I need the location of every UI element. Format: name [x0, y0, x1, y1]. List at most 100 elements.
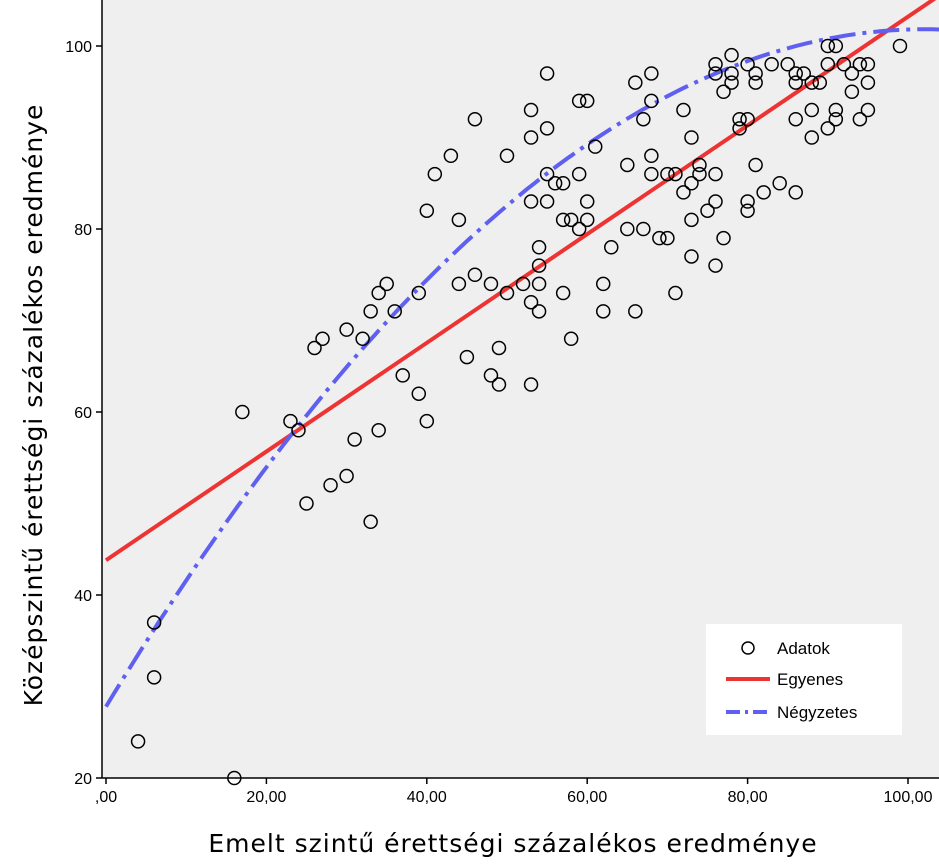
data-point	[748, 75, 763, 90]
data-point	[860, 57, 876, 72]
data-point	[620, 157, 635, 173]
data-point	[764, 57, 779, 72]
y-tick-label: 40	[74, 588, 92, 605]
data-point	[772, 176, 787, 191]
data-point	[724, 75, 739, 90]
data-point	[419, 413, 435, 429]
data-point	[732, 121, 747, 136]
data-point	[828, 111, 844, 127]
data-point	[555, 285, 571, 301]
data-point	[483, 368, 499, 383]
data-point	[227, 770, 242, 786]
data-point	[748, 66, 763, 81]
y-tick-label: 60	[74, 405, 92, 422]
data-point	[788, 111, 803, 127]
data-point	[146, 615, 162, 630]
data-point	[355, 331, 370, 347]
data-point	[684, 249, 699, 264]
data-point	[563, 212, 579, 228]
data-point	[587, 139, 603, 154]
data-point	[628, 304, 643, 319]
data-point	[684, 212, 699, 228]
data-point	[571, 166, 587, 182]
data-point	[579, 212, 595, 228]
data-point	[628, 75, 643, 90]
data-point	[563, 331, 579, 347]
data-point	[740, 57, 755, 72]
data-point	[483, 276, 499, 292]
data-point	[571, 93, 587, 109]
data-point	[644, 166, 659, 182]
data-point	[555, 212, 571, 228]
data-point	[371, 423, 386, 438]
x-tick-label: 80,00	[728, 789, 768, 806]
data-point	[491, 340, 507, 356]
data-point	[339, 468, 354, 484]
data-point	[860, 75, 876, 90]
data-point	[796, 66, 811, 81]
data-point	[299, 496, 314, 511]
data-point	[636, 221, 651, 237]
data-point	[692, 157, 707, 173]
data-point	[724, 47, 739, 63]
data-point	[740, 111, 755, 127]
data-point	[371, 285, 386, 301]
legend: Adatok Egyenes Négyzetes	[706, 624, 902, 735]
data-point	[291, 423, 306, 438]
data-point	[860, 102, 876, 118]
data-point	[539, 166, 555, 182]
data-point	[539, 194, 555, 209]
y-tick-label: 80	[74, 222, 92, 239]
data-point	[668, 166, 683, 182]
data-point	[804, 75, 820, 90]
data-point	[804, 130, 820, 145]
data-point	[307, 340, 322, 356]
data-point	[595, 304, 611, 319]
data-points	[130, 38, 908, 786]
data-point	[363, 514, 378, 530]
data-point	[844, 84, 860, 99]
data-point	[828, 102, 844, 118]
data-point	[579, 93, 595, 109]
data-point	[451, 212, 467, 228]
data-point	[531, 276, 547, 292]
data-point	[523, 294, 539, 310]
data-point	[395, 368, 410, 383]
data-point	[363, 304, 378, 319]
data-point	[740, 194, 755, 209]
data-point	[531, 258, 547, 273]
data-point	[820, 57, 836, 72]
data-point	[644, 148, 659, 164]
legend-label-adatok: Adatok	[777, 639, 830, 658]
data-point	[620, 221, 635, 237]
data-point	[684, 176, 699, 191]
data-point	[788, 185, 803, 200]
data-point	[636, 111, 651, 127]
data-point	[708, 57, 723, 72]
data-point	[443, 148, 459, 164]
x-axis-title: Emelt szintű érettségi százalékos eredmé…	[208, 829, 817, 858]
data-point	[523, 194, 539, 209]
data-point	[547, 176, 563, 191]
data-point	[283, 413, 298, 429]
data-point	[379, 276, 394, 292]
data-point	[788, 75, 803, 90]
data-point	[700, 203, 715, 218]
y-axis-ticks: 20 40 60 80 100	[65, 39, 102, 788]
data-point	[748, 157, 763, 173]
data-point	[788, 66, 803, 81]
data-point	[315, 331, 330, 347]
data-point	[523, 377, 539, 392]
data-point	[676, 102, 691, 118]
data-point	[604, 240, 619, 255]
data-point	[780, 57, 795, 72]
x-axis-ticks: ,00 20,00 40,00 60,00 80,00 100,00	[95, 778, 933, 806]
data-point	[652, 230, 667, 246]
data-point	[836, 57, 852, 72]
data-point	[499, 285, 515, 301]
data-point	[820, 38, 836, 54]
data-point	[555, 176, 571, 191]
data-point	[644, 93, 659, 109]
data-point	[660, 166, 675, 182]
data-point	[892, 38, 908, 54]
